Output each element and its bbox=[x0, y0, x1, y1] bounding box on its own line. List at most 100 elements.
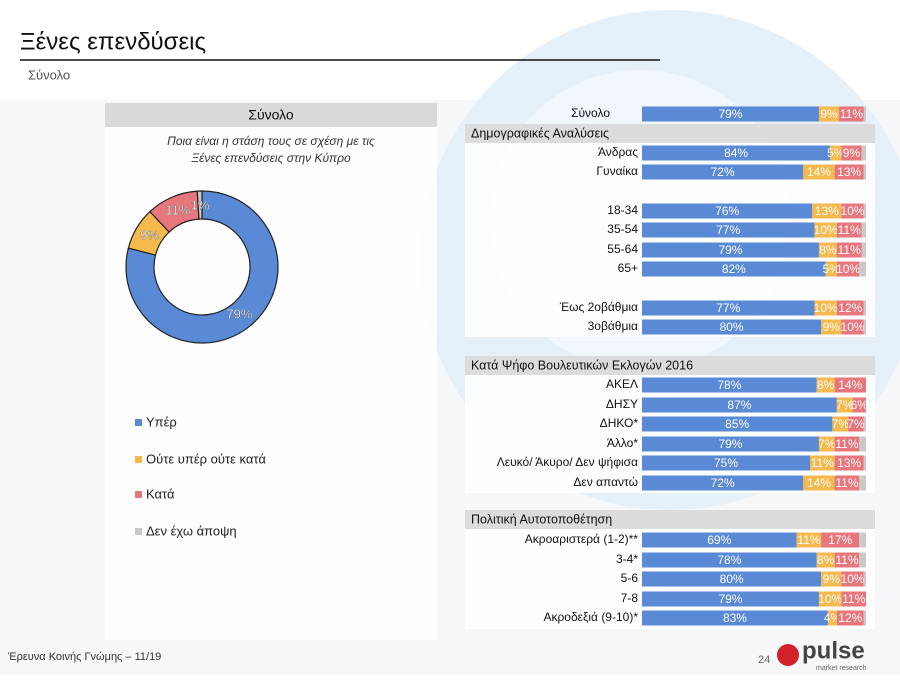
bar-label: 8% bbox=[817, 378, 835, 392]
bar-label: 17% bbox=[828, 533, 852, 547]
bar-segment bbox=[818, 106, 840, 122]
bar-segment bbox=[642, 242, 819, 258]
bar-label: 82% bbox=[722, 262, 746, 276]
bar-segment bbox=[642, 532, 797, 548]
bar-segment bbox=[859, 552, 866, 568]
subtitle: Σύνολο bbox=[28, 67, 70, 82]
bar-label: 10% bbox=[841, 320, 865, 334]
bar-segment bbox=[834, 436, 860, 452]
row-label: ΔΗΚΟ* bbox=[600, 416, 639, 430]
bar-segment bbox=[861, 222, 866, 238]
bar-label: 7% bbox=[818, 437, 836, 451]
row-label: 65+ bbox=[618, 261, 638, 275]
bar-segment bbox=[812, 203, 842, 219]
bar-segment bbox=[836, 300, 864, 316]
bar-segment bbox=[642, 571, 822, 587]
bar-label: 11% bbox=[842, 592, 865, 606]
bar-segment bbox=[834, 164, 864, 180]
row-label: 7-8 bbox=[621, 591, 639, 605]
bar-segment bbox=[642, 145, 831, 161]
bar-segment bbox=[836, 397, 853, 413]
bar-segment bbox=[818, 591, 842, 607]
bar-label: 79% bbox=[718, 107, 742, 121]
bar-segment bbox=[863, 300, 866, 316]
source: Έρευνα Κοινής Γνώμης – 11/19 bbox=[7, 651, 161, 663]
bar-label: 10% bbox=[836, 262, 860, 276]
logo: pulse bbox=[802, 637, 865, 664]
donut-label: 1% bbox=[191, 197, 210, 212]
bar-segment bbox=[834, 455, 864, 471]
row-label: 5-6 bbox=[621, 571, 639, 585]
bar-segment bbox=[861, 242, 866, 258]
bar-label: 14% bbox=[838, 378, 862, 392]
bar-segment bbox=[832, 416, 849, 432]
logo-mark bbox=[777, 644, 799, 666]
bar-label: 87% bbox=[727, 398, 751, 412]
section-panel bbox=[465, 510, 875, 629]
bar-segment bbox=[841, 591, 866, 607]
bar-label: 9% bbox=[823, 572, 841, 586]
bar-segment bbox=[836, 261, 860, 277]
bar-segment bbox=[642, 203, 813, 219]
bar-segment bbox=[818, 436, 835, 452]
bar-label: 5% bbox=[823, 262, 841, 276]
bar-label: 83% bbox=[723, 611, 747, 625]
bar-label: 8% bbox=[819, 243, 837, 257]
bar-segment bbox=[642, 397, 837, 413]
row-label: Ακροδεξιά (9-10)* bbox=[543, 610, 638, 624]
legend-label: Κατά bbox=[146, 486, 175, 501]
bar-label: 7% bbox=[847, 417, 865, 431]
bar-segment bbox=[642, 610, 828, 626]
bar-label: 75% bbox=[714, 456, 738, 470]
bar-label: 14% bbox=[807, 165, 831, 179]
row-label: Λευκό/ Άκυρο/ Δεν ψήφισα bbox=[497, 455, 638, 469]
bar-segment bbox=[821, 532, 860, 548]
bar-segment bbox=[810, 455, 835, 471]
bar-segment bbox=[642, 475, 804, 491]
row-label: Άνδρας bbox=[598, 145, 638, 159]
bar-segment bbox=[642, 436, 819, 452]
row-label: 35-54 bbox=[607, 222, 638, 236]
bar-label: 79% bbox=[718, 592, 742, 606]
section-title: Πολιτική Αυτοτοποθέτηση bbox=[471, 512, 612, 526]
question: Ποια είναι η στάση τους σε σχέση με τις … bbox=[167, 134, 375, 165]
bar-label: 80% bbox=[720, 320, 744, 334]
row-label: 55-64 bbox=[607, 242, 638, 256]
bar-label: 11% bbox=[838, 243, 861, 257]
bar-label: 9% bbox=[823, 320, 841, 334]
logo-sub: market research bbox=[816, 665, 867, 672]
legend-swatch bbox=[135, 528, 142, 535]
legend-label: Δεν έχω άποψη bbox=[146, 523, 237, 538]
page-number: 24 bbox=[758, 654, 770, 666]
bar-segment bbox=[818, 242, 837, 258]
bar-segment bbox=[836, 610, 864, 626]
bar-segment bbox=[859, 436, 866, 452]
donut-label: 79% bbox=[226, 307, 252, 322]
bar-segment bbox=[834, 475, 860, 491]
bar-segment bbox=[863, 571, 866, 587]
bar-segment bbox=[836, 242, 862, 258]
bar-segment bbox=[861, 145, 866, 161]
row-label: Δεν απαντώ bbox=[573, 475, 638, 489]
bar-label: 9% bbox=[843, 146, 861, 160]
bar-segment bbox=[841, 145, 862, 161]
bar-label: 72% bbox=[711, 165, 735, 179]
bar-segment bbox=[841, 571, 864, 587]
bar-segment bbox=[803, 164, 835, 180]
bar-segment bbox=[830, 145, 842, 161]
bar-label: 80% bbox=[720, 572, 744, 586]
bar-segment bbox=[816, 377, 835, 393]
row-label: 18-34 bbox=[607, 203, 638, 217]
donut-label: 11% bbox=[165, 202, 190, 217]
legend-label: Υπέρ bbox=[146, 414, 177, 429]
bar-segment bbox=[863, 319, 866, 335]
bar-label: 84% bbox=[724, 146, 748, 160]
section-header bbox=[465, 124, 875, 143]
bar-label: 11% bbox=[797, 533, 820, 547]
bar-label: 10% bbox=[814, 301, 838, 315]
bar-segment bbox=[834, 377, 866, 393]
bar-label: 5% bbox=[827, 146, 845, 160]
bar-label: 77% bbox=[716, 223, 740, 237]
bar-label: 11% bbox=[835, 437, 858, 451]
